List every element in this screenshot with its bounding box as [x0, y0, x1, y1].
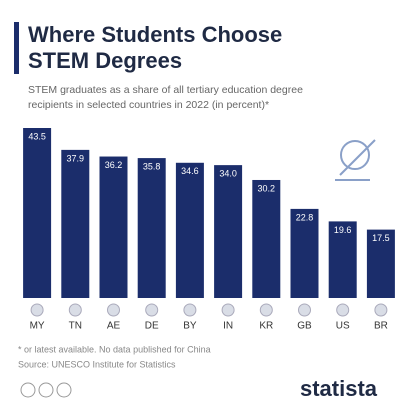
- flag: [298, 303, 311, 317]
- flag: [183, 303, 197, 317]
- license-icons: [20, 382, 72, 398]
- x-tick-label: AE: [107, 321, 121, 332]
- flag: [336, 303, 350, 317]
- x-tick-label: BR: [374, 321, 388, 332]
- x-tick-label: TN: [69, 321, 82, 332]
- bar: [137, 158, 166, 298]
- x-tick-label: MY: [30, 321, 45, 332]
- bar: [290, 208, 319, 298]
- value-label: 34.6: [181, 166, 199, 176]
- bar: [328, 221, 357, 298]
- bar: [23, 128, 52, 298]
- value-label: 37.9: [67, 153, 85, 163]
- flag: [221, 303, 235, 317]
- chart-subtitle: recipients in selected countries in 2022…: [28, 99, 269, 111]
- bar: [99, 156, 128, 298]
- value-label: 34.0: [219, 169, 237, 179]
- bar: [252, 179, 281, 298]
- value-label: 30.2: [258, 183, 276, 193]
- flag: [107, 303, 120, 317]
- x-tick-label: US: [336, 321, 350, 332]
- value-label: 19.6: [334, 225, 352, 235]
- flag: [145, 303, 159, 317]
- x-tick-label: BY: [183, 321, 197, 332]
- stem-icon: [335, 139, 376, 181]
- flag: [30, 303, 44, 317]
- bar: [61, 149, 90, 298]
- x-tick-label: GB: [297, 321, 312, 332]
- bar: [366, 229, 395, 298]
- note: * or latest available. No data published…: [18, 344, 211, 354]
- x-tick-label: IN: [223, 321, 233, 332]
- flag: [374, 303, 388, 317]
- value-label: 17.5: [372, 233, 390, 243]
- chart-title: Where Students Choose: [28, 22, 282, 47]
- x-tick-label: KR: [259, 321, 273, 332]
- value-label: 36.2: [105, 160, 123, 170]
- x-tick-label: DE: [145, 321, 159, 332]
- value-label: 22.8: [296, 212, 314, 222]
- chart-title: STEM Degrees: [28, 48, 182, 73]
- bar: [214, 165, 243, 298]
- value-label: 43.5: [28, 131, 46, 141]
- bar: [175, 162, 204, 298]
- brand-logo: statista: [300, 376, 378, 401]
- flag: [259, 303, 273, 317]
- title-accent: [14, 22, 19, 74]
- flag: [68, 303, 82, 317]
- chart-subtitle: STEM graduates as a share of all tertiar…: [28, 84, 303, 96]
- source: Source: UNESCO Institute for Statistics: [18, 359, 176, 369]
- value-label: 35.8: [143, 161, 161, 171]
